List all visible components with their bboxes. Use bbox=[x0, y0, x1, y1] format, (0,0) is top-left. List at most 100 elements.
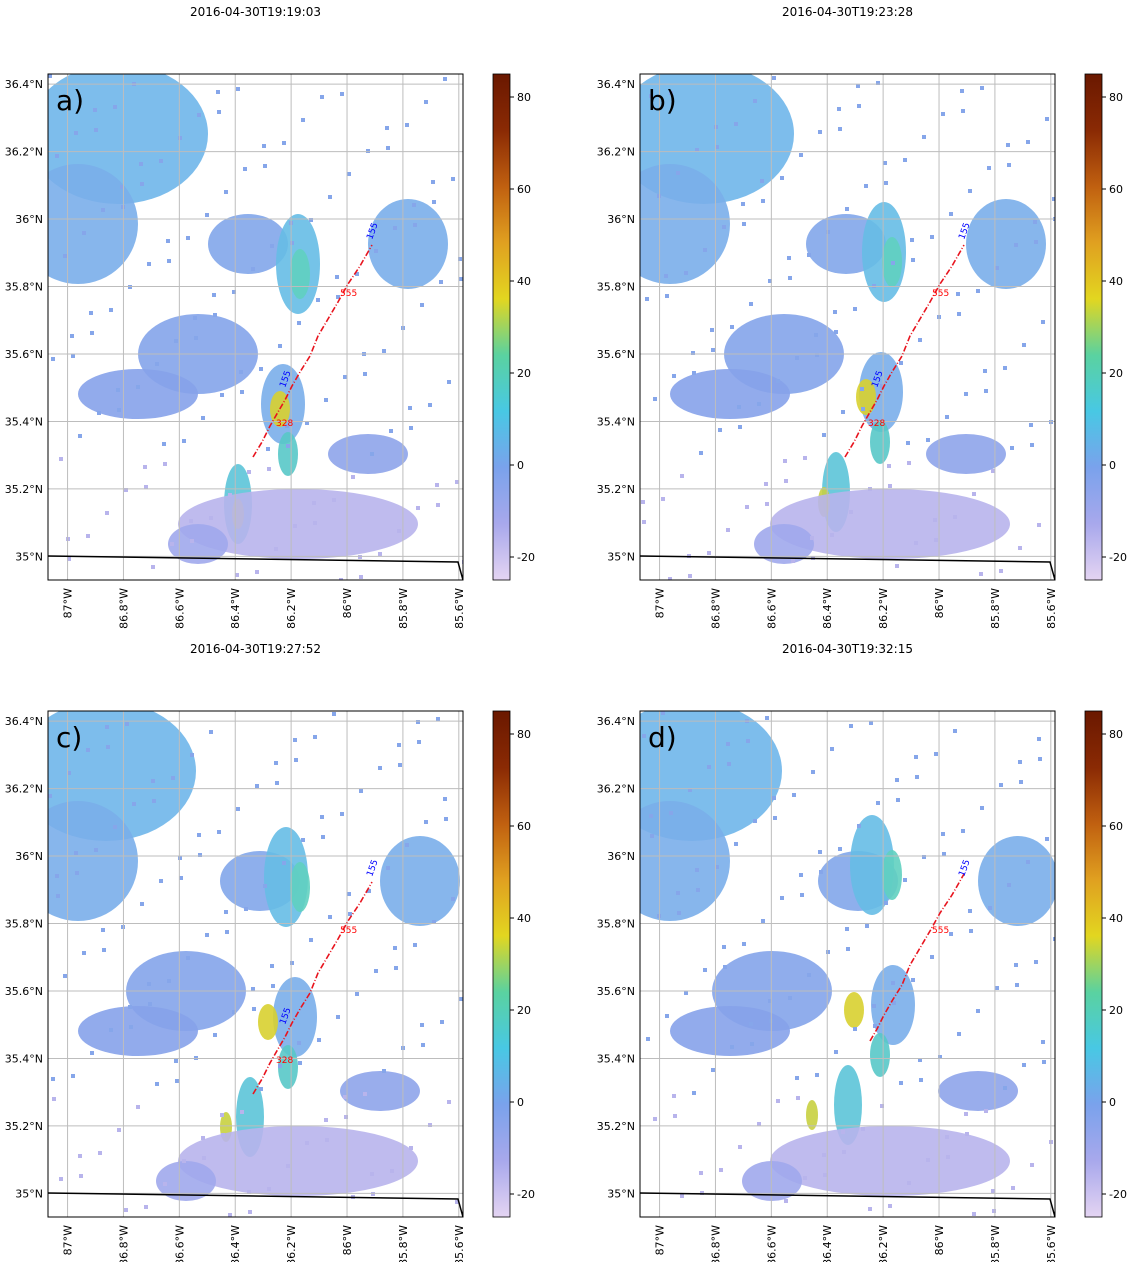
radar-pixel bbox=[1026, 140, 1030, 144]
radar-pixel bbox=[960, 89, 964, 93]
map-panel: 2016-04-30T19:32:15 35°N 35.2°N 35.4°N 35.6°… bbox=[597, 642, 1127, 1266]
radar-pixel bbox=[826, 230, 830, 234]
lat-tick-label: 35.4°N bbox=[5, 415, 43, 428]
radar-pixel bbox=[167, 979, 171, 983]
radar-pixel bbox=[98, 1151, 102, 1155]
radar-echo bbox=[870, 1033, 890, 1077]
radar-pixel bbox=[193, 316, 197, 320]
radar-pixel bbox=[343, 375, 347, 379]
radar-pixel bbox=[995, 266, 999, 270]
lon-tick-label: 86.2°W bbox=[285, 1225, 298, 1262]
radar-pixel bbox=[641, 500, 645, 504]
radar-pixel bbox=[726, 528, 730, 532]
radar-pixel bbox=[458, 257, 462, 261]
radar-pixel bbox=[776, 379, 780, 383]
lon-tick-label: 86.8°W bbox=[117, 588, 130, 629]
radar-pixel bbox=[374, 249, 378, 253]
radar-pixel bbox=[999, 569, 1003, 573]
radar-pixel bbox=[443, 77, 447, 81]
radar-pixel bbox=[695, 868, 699, 872]
radar-pixel bbox=[408, 406, 412, 410]
radar-pixel bbox=[213, 313, 217, 317]
radar-pixel bbox=[991, 469, 995, 473]
radar-pixel bbox=[714, 125, 718, 129]
radar-pixel bbox=[274, 547, 278, 551]
radar-pixel bbox=[765, 502, 769, 506]
radar-pixel bbox=[953, 729, 957, 733]
radar-pixel bbox=[113, 825, 117, 829]
radar-pixel bbox=[818, 850, 822, 854]
radar-pixel bbox=[144, 485, 148, 489]
lon-tick-label: 85.8°W bbox=[989, 1225, 1002, 1262]
radar-echo bbox=[48, 164, 138, 284]
radar-echo bbox=[78, 1006, 198, 1056]
radar-pixel bbox=[236, 807, 240, 811]
radar-pixel bbox=[872, 1004, 876, 1008]
radar-pixel bbox=[374, 969, 378, 973]
radar-pixel bbox=[82, 231, 86, 235]
lon-tick-label: 86.2°W bbox=[877, 588, 890, 629]
radar-pixel bbox=[768, 999, 772, 1003]
radar-pixel bbox=[139, 162, 143, 166]
radar-pixel bbox=[695, 148, 699, 152]
radar-pixel bbox=[179, 876, 183, 880]
lon-tick-label: 86°W bbox=[933, 588, 946, 618]
lon-tick-label: 85.8°W bbox=[397, 1225, 410, 1262]
radar-pixel bbox=[753, 819, 757, 823]
radar-pixel bbox=[147, 982, 151, 986]
radar-pixel bbox=[723, 965, 727, 969]
radar-pixel bbox=[941, 112, 945, 116]
radar-pixel bbox=[1026, 860, 1030, 864]
radar-pixel bbox=[800, 893, 804, 897]
radar-pixel bbox=[1038, 757, 1042, 761]
radar-pixel bbox=[201, 416, 205, 420]
radar-echo bbox=[278, 432, 298, 476]
radar-pixel bbox=[109, 308, 113, 312]
lon-tick-label: 86.8°W bbox=[709, 1225, 722, 1262]
radar-pixel bbox=[860, 387, 864, 391]
radar-pixel bbox=[186, 236, 190, 240]
lon-tick-label: 87°W bbox=[654, 588, 667, 618]
radar-echo bbox=[754, 524, 814, 564]
radar-pixel bbox=[853, 1027, 857, 1031]
radar-pixel bbox=[216, 90, 220, 94]
radar-pixel bbox=[251, 987, 255, 991]
radar-pixel bbox=[1045, 117, 1049, 121]
panel-title: 2016-04-30T19:27:52 bbox=[190, 642, 321, 656]
map-frame bbox=[639, 710, 1056, 1218]
radar-pixel bbox=[285, 424, 289, 428]
radar-pixel bbox=[247, 470, 251, 474]
radar-pixel bbox=[903, 158, 907, 162]
radar-pixel bbox=[1014, 963, 1018, 967]
radar-pixel bbox=[834, 330, 838, 334]
radar-pixel bbox=[363, 1092, 367, 1096]
radar-pixel bbox=[1053, 937, 1055, 941]
radar-pixel bbox=[332, 498, 336, 502]
radar-pixel bbox=[677, 911, 681, 915]
radar-pixel bbox=[152, 799, 156, 803]
colorbar-tick-label: -20 bbox=[517, 1188, 535, 1201]
radar-pixel bbox=[838, 847, 842, 851]
lon-tick-label: 85.6°W bbox=[453, 1225, 466, 1262]
radar-pixel bbox=[788, 996, 792, 1000]
radar-pixel bbox=[151, 565, 155, 569]
colorbar-tick-label: 20 bbox=[1109, 367, 1123, 380]
radar-pixel bbox=[1034, 960, 1038, 964]
radar-pixel bbox=[97, 411, 101, 415]
radar-pixel bbox=[645, 297, 649, 301]
lat-tick-label: 35°N bbox=[15, 550, 43, 563]
radar-pixel bbox=[451, 177, 455, 181]
radar-pixel bbox=[722, 225, 726, 229]
lon-tick-label: 85.8°W bbox=[989, 588, 1002, 629]
lon-tick-label: 86.8°W bbox=[709, 588, 722, 629]
radar-pixel bbox=[186, 956, 190, 960]
radar-pixel bbox=[270, 964, 274, 968]
radar-pixel bbox=[684, 271, 688, 275]
radar-pixel bbox=[447, 1100, 451, 1104]
radar-pixel bbox=[956, 292, 960, 296]
radar-pixel bbox=[71, 354, 75, 358]
radar-pixel bbox=[270, 244, 274, 248]
radar-pixel bbox=[209, 516, 213, 520]
radar-pixel bbox=[393, 226, 397, 230]
radar-pixel bbox=[1034, 240, 1038, 244]
